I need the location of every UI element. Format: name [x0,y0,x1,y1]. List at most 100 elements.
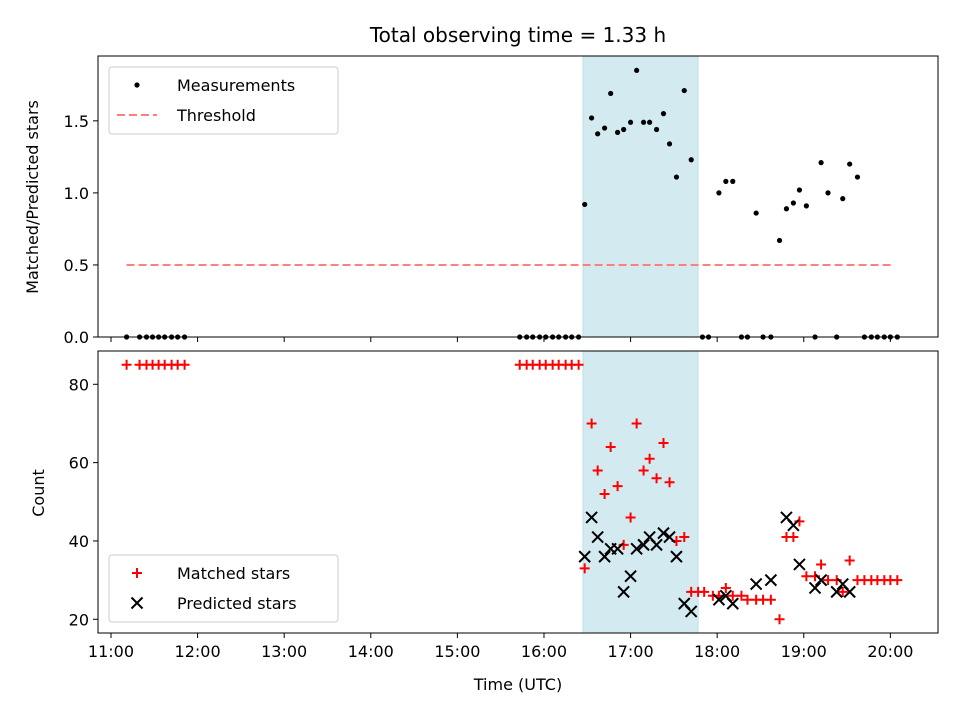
data-point [624,570,637,583]
data-point [788,532,799,543]
data-point [579,563,590,574]
data-point [830,585,843,599]
legend-box [108,554,339,623]
data-point [637,538,650,552]
y-tick-label: 80 [69,375,89,394]
data-point [599,488,610,499]
legend-marker [132,568,142,578]
data-point [681,87,687,94]
data-point [614,129,621,135]
data-point [843,585,856,599]
y-tick-label: 1.5 [64,112,89,131]
data-point [736,590,747,601]
data-point [585,511,598,524]
chart-title: Total observing time = 1.33 h [369,23,666,47]
data-point [793,558,806,571]
data-point [647,119,653,125]
data-point [854,174,861,180]
data-point [608,90,614,97]
data-point [598,550,611,563]
data-point [837,586,848,597]
data-point [660,111,667,117]
y-tick-label: 0.0 [64,328,89,347]
data-point [673,174,680,180]
data-point [605,441,616,452]
data-point [578,550,591,563]
data-point [808,581,822,595]
data-point [699,586,710,597]
x-tick-label: 11:00 [88,642,134,661]
data-point [658,438,669,449]
y-tick-label: 20 [69,610,89,629]
data-point [573,359,584,370]
y-tick-label: 60 [69,454,89,473]
data-point [592,465,603,476]
x-tick-label: 17:00 [608,642,654,661]
data-point [726,597,739,610]
x-tick-label: 20:00 [867,642,913,661]
highlight-span [582,55,699,338]
legend-label: Measurements [177,76,295,95]
top-y-axis-label: Matched/Predicted stars [23,100,42,294]
data-point [727,590,738,601]
data-point [595,131,601,137]
legend: Matched stars Predicted stars [108,554,339,623]
x-tick-label: 15:00 [434,642,480,661]
data-point [640,119,647,125]
data-point [844,555,855,566]
highlight-span [582,350,699,634]
x-tick-label: 14:00 [348,642,394,661]
data-point [716,190,722,196]
data-point [634,67,640,74]
x-axis-label: Time (UTC) [473,675,562,694]
data-point [753,210,759,216]
bottom-y-axis-label: Count [29,469,48,517]
x-tick-label: 18:00 [694,642,740,661]
data-point [630,542,643,555]
data-point [825,190,831,196]
data-point [765,594,776,605]
data-point [776,237,783,244]
data-point [617,585,630,599]
data-point [657,526,670,540]
data-point [796,187,803,193]
data-point [730,178,736,184]
legend: Measurements Threshold [108,66,339,135]
data-point [742,594,753,605]
data-point [816,559,827,570]
data-point [783,206,790,212]
data-point [787,519,800,532]
data-point [653,126,660,133]
data-point [625,512,636,523]
legend-marker [134,82,140,88]
legend-label: Threshold [176,106,256,125]
data-point [720,582,731,593]
data-point [586,418,597,429]
top-panel: 0.0 0.5 1.0 1.5 Measurements Threshold [64,55,939,347]
x-tick-label: 13:00 [261,642,307,661]
data-point [611,542,624,555]
x-tick-label: 12:00 [175,642,221,661]
data-point [631,418,642,429]
data-point [847,161,853,167]
legend-label: Matched stars [177,564,290,583]
y-tick-label: 40 [69,532,89,551]
data-point [664,477,675,488]
bottom-panel: 20 40 60 80 11:00 12:00 13:00 14:00 15:00 16:00 17… [69,350,939,661]
data-point [601,125,608,131]
y-tick-label: 1.0 [64,184,89,203]
data-point [582,201,588,208]
axes-frame [97,55,939,338]
data-point [179,359,190,370]
legend-marker [130,596,144,610]
data-point [679,532,690,543]
data-point [644,453,655,464]
axes-frame [97,350,939,634]
data-point [801,571,812,582]
data-point [892,575,903,586]
y-tick-label: 0.5 [64,256,89,275]
data-point [803,203,809,209]
data-point [612,481,623,492]
x-tick-label: 16:00 [521,642,567,661]
